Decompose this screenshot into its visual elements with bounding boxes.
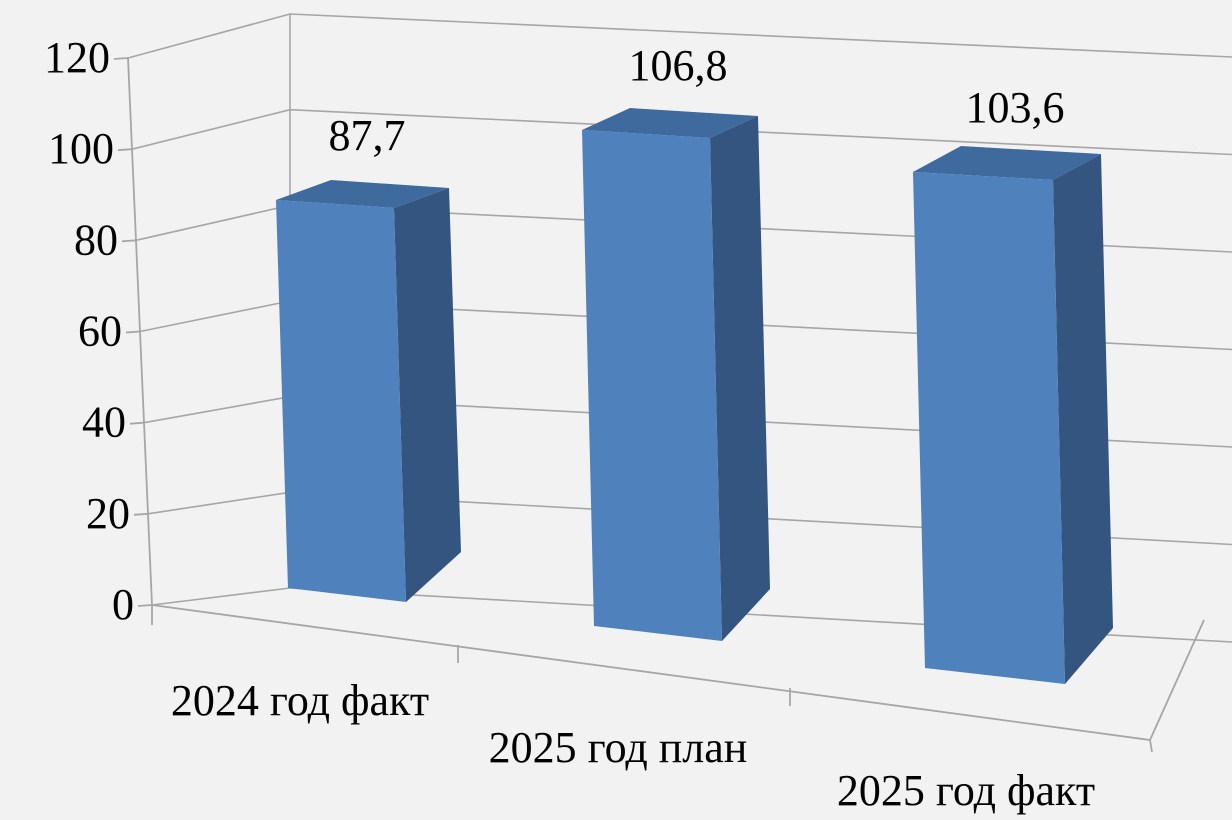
bar-3-side xyxy=(1053,154,1113,684)
data-label-2: 106,8 xyxy=(629,41,728,90)
bars xyxy=(276,108,1113,684)
bar-3 xyxy=(913,146,1113,684)
y-tick-label-120: 120 xyxy=(44,33,110,82)
bar-2-front xyxy=(582,130,722,641)
y-tick-mark-20 xyxy=(133,512,149,516)
y-tick-label-60: 60 xyxy=(78,307,122,356)
bar-2-top xyxy=(582,108,758,138)
bar-1-front xyxy=(276,200,406,602)
y-tick-mark-40 xyxy=(129,421,145,425)
data-label-1: 87,7 xyxy=(329,111,406,160)
y-tick-mark-0 xyxy=(137,604,153,607)
category-label-2: 2025 год план xyxy=(489,723,748,772)
y-tick-label-40: 40 xyxy=(82,398,126,447)
data-label-3: 103,6 xyxy=(966,83,1065,132)
y-tick-label-80: 80 xyxy=(74,215,118,264)
bar-3-front xyxy=(913,172,1065,684)
bar-2 xyxy=(582,108,770,641)
category-label-1: 2024 год факт xyxy=(171,676,429,725)
y-tick-label-100: 100 xyxy=(48,124,114,173)
bar-2-side xyxy=(710,116,770,641)
x-tick-mark-3 xyxy=(1149,739,1153,753)
labels: 0 20 40 60 80 100 120 87,7 106,8 103,6 2024 год фа… xyxy=(44,33,1095,815)
bar-1-side xyxy=(394,188,461,602)
y-tick-mark-120 xyxy=(113,57,129,60)
y-tick-mark-100 xyxy=(117,148,133,152)
bar-3-top xyxy=(913,146,1101,180)
bar-1-top xyxy=(276,180,449,208)
y-tick-label-0: 0 xyxy=(112,580,134,629)
y-tick-label-20: 20 xyxy=(86,489,130,538)
y-tick-mark-60 xyxy=(125,330,141,334)
category-label-3: 2025 год факт xyxy=(837,766,1095,815)
y-tick-mark-80 xyxy=(121,239,137,243)
bar-1 xyxy=(276,180,461,602)
